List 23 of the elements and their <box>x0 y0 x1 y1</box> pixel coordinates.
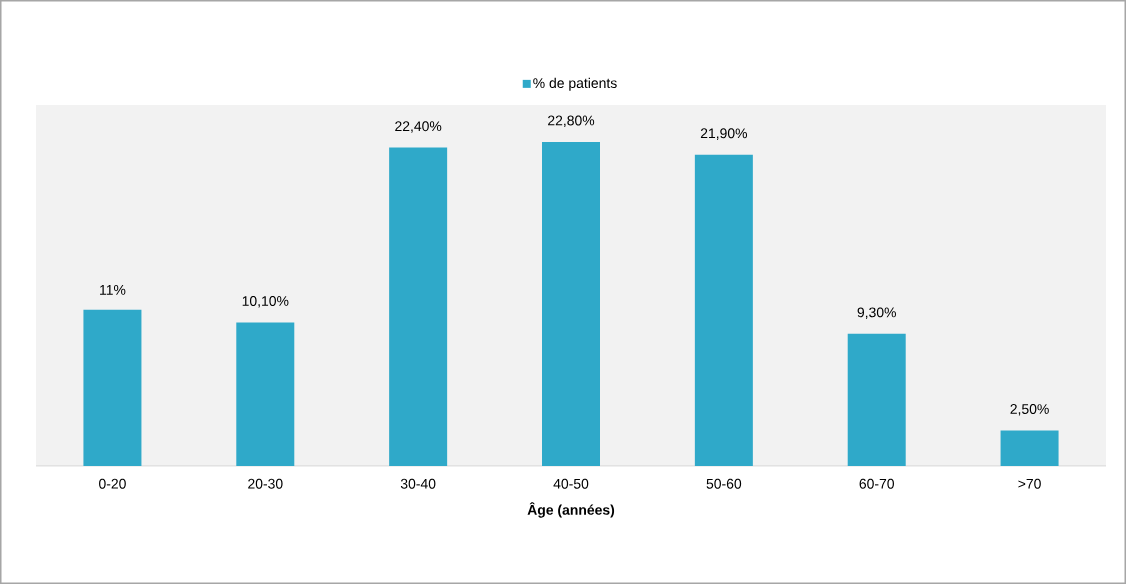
x-tick-label: 50-60 <box>706 478 742 489</box>
bar <box>1000 430 1059 466</box>
x-tick-label: 20-30 <box>248 478 283 489</box>
x-tick-label: 60-70 <box>859 478 894 489</box>
data-label: 22,80% <box>548 115 595 128</box>
bar <box>83 309 142 466</box>
bar <box>542 141 600 466</box>
data-label: 21,90% <box>700 128 748 140</box>
data-label: 22,40% <box>395 121 442 133</box>
legend-label: % de patients <box>533 77 617 91</box>
data-label: 2,50% <box>1010 404 1049 416</box>
x-tick-label: 0-20 <box>99 478 126 489</box>
bar <box>694 154 753 466</box>
bar <box>236 322 295 466</box>
data-label: 9,30% <box>857 307 896 319</box>
x-axis-title: Âge (années) <box>527 502 615 518</box>
x-tick-label: >70 <box>1018 478 1041 489</box>
bar <box>389 147 448 466</box>
bar <box>847 333 906 466</box>
x-tick-label: 40-50 <box>553 478 589 489</box>
data-label: 10,10% <box>242 296 289 308</box>
x-tick-label: 30-40 <box>400 478 436 489</box>
data-label: 11% <box>100 285 126 295</box>
